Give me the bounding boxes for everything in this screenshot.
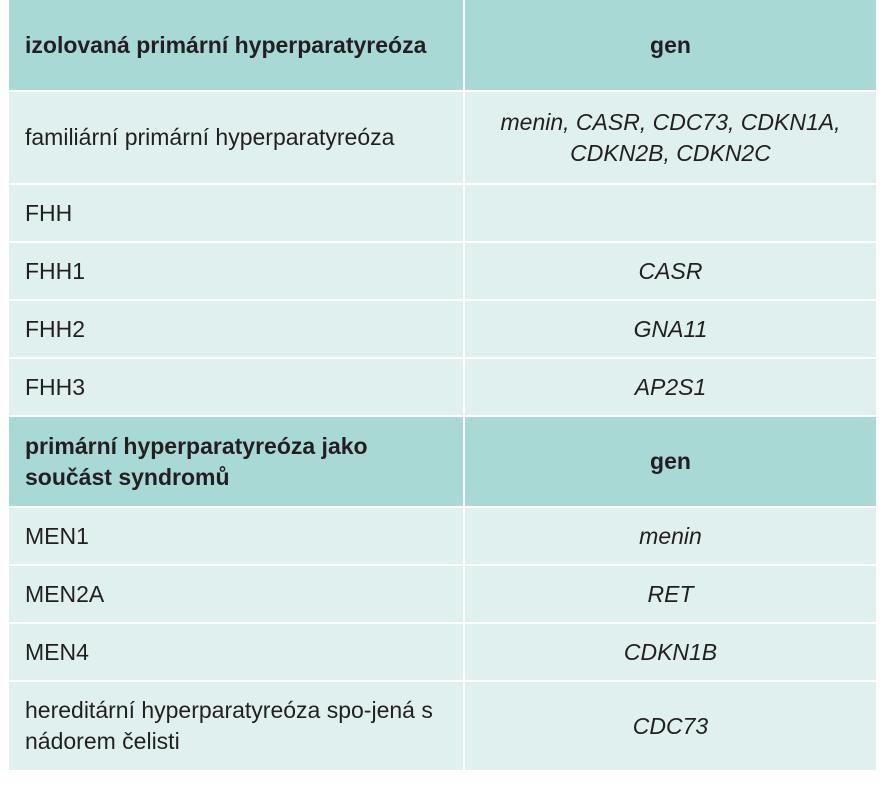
- gene-cell: menin: [463, 507, 876, 566]
- table-row: familiární primární hyperparatyreóza men…: [9, 91, 876, 185]
- gene-cell: RET: [463, 565, 876, 624]
- condition-cell: MEN2A: [9, 565, 464, 624]
- table-row: MEN1 menin: [9, 507, 876, 566]
- table-row: MEN2A RET: [9, 565, 876, 624]
- table-row: FHH2 GNA11: [9, 300, 876, 359]
- condition-cell: hereditární hyperparatyreóza spo-jená s …: [9, 681, 464, 772]
- gene-column-header: gen: [463, 416, 876, 508]
- condition-cell: MEN1: [9, 507, 464, 566]
- gene-cell: AP2S1: [463, 358, 876, 417]
- table-row: hereditární hyperparatyreóza spo-jená s …: [9, 681, 876, 772]
- gene-table: izolovaná primární hyperparatyreóza gen …: [9, 0, 876, 772]
- gene-cell: CASR: [463, 242, 876, 301]
- gene-cell: [463, 184, 876, 243]
- condition-cell: familiární primární hyperparatyreóza: [9, 91, 464, 185]
- gene-cell: CDKN1B: [463, 623, 876, 682]
- gene-cell: GNA11: [463, 300, 876, 359]
- section-header-isolated: izolovaná primární hyperparatyreóza gen: [9, 0, 876, 92]
- table-row: FHH: [9, 184, 876, 243]
- table-row: MEN4 CDKN1B: [9, 623, 876, 682]
- section-header-syndromes: primární hyperparatyreóza jako součást s…: [9, 416, 876, 508]
- section-header-label: primární hyperparatyreóza jako součást s…: [9, 416, 464, 508]
- condition-cell: FHH3: [9, 358, 464, 417]
- section-header-label: izolovaná primární hyperparatyreóza: [9, 0, 464, 92]
- condition-cell: MEN4: [9, 623, 464, 682]
- gene-cell: menin, CASR, CDC73, CDKN1A, CDKN2B, CDKN…: [463, 91, 876, 185]
- condition-cell: FHH1: [9, 242, 464, 301]
- gene-cell: CDC73: [463, 681, 876, 772]
- table-row: FHH3 AP2S1: [9, 358, 876, 417]
- gene-table-container: izolovaná primární hyperparatyreóza gen …: [9, 0, 876, 772]
- table-row: FHH1 CASR: [9, 242, 876, 301]
- gene-column-header: gen: [463, 0, 876, 92]
- condition-cell: FHH: [9, 184, 464, 243]
- condition-cell: FHH2: [9, 300, 464, 359]
